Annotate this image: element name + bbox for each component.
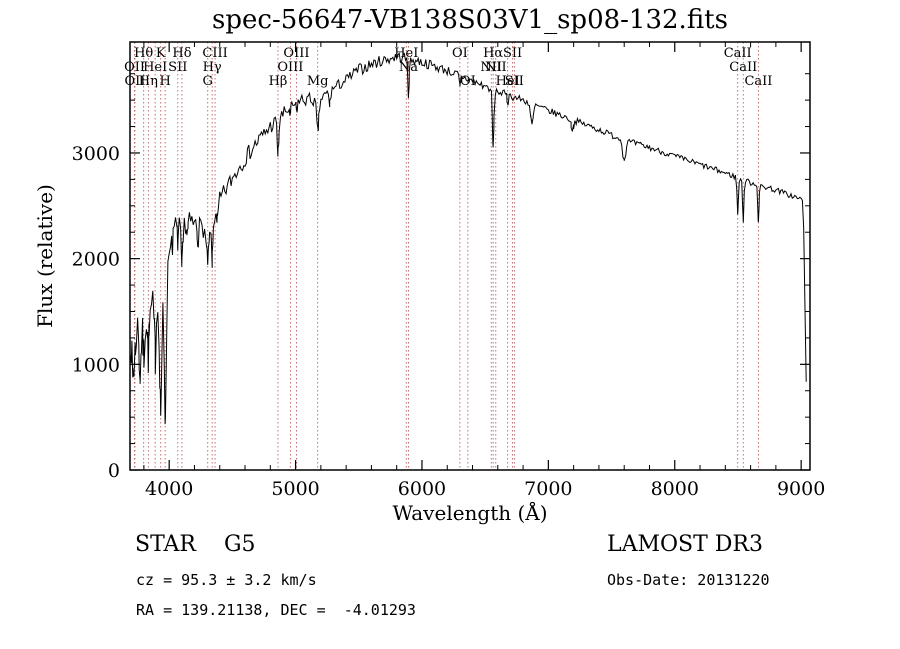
spectral-line-label: CaII <box>724 46 752 61</box>
spectral-line-labels-group: OIIOIIHθHηHeIKHSIIHδGHγCIIIHβOIIIOIIIMgH… <box>124 46 772 89</box>
spectral-line-label: Hα <box>483 46 503 61</box>
spectral-line-label: OIII <box>283 46 309 61</box>
spectral-line-label: OII <box>124 60 145 75</box>
spectral-line-label: HeI <box>394 46 418 61</box>
spectral-line-label: Hθ <box>134 46 153 61</box>
spectral-line-label: OII <box>124 74 145 89</box>
spectrum-trace <box>130 52 807 425</box>
spectral-line-label: Mg <box>307 74 329 89</box>
spectral-line-label: NII <box>480 60 502 75</box>
spectral-line-label: OI <box>460 74 476 89</box>
y-tick-label: 2000 <box>72 249 120 271</box>
x-tick-label: 6000 <box>398 478 446 500</box>
chart-title: spec-56647-VB138S03V1_sp08-132.fits <box>212 5 728 35</box>
x-tick-label: 5000 <box>271 478 319 500</box>
x-axis-title: Wavelength (Å) <box>392 500 547 525</box>
spectral-line-label: SII <box>503 46 522 61</box>
ra-dec-label: RA = 139.21138, DEC = -4.01293 <box>136 601 416 619</box>
spectral-line-label: Hδ <box>172 46 191 61</box>
spectrum-plot-svg: spec-56647-VB138S03V1_sp08-132.fits 4000… <box>33 5 825 525</box>
spectral-line-label: HeI <box>496 74 520 89</box>
spectral-line-label: SII <box>168 60 187 75</box>
spectral-line-label: OIII <box>277 60 303 75</box>
x-tick-label: 9000 <box>777 478 825 500</box>
spectral-line-label: H <box>159 74 170 89</box>
spectral-line-label: HeI <box>143 60 167 75</box>
redshift-velocity-label: cz = 95.3 ± 3.2 km/s <box>136 571 317 589</box>
y-tick-label: 3000 <box>72 143 120 165</box>
x-tick-label: 7000 <box>524 478 572 500</box>
y-tick-label: 1000 <box>72 354 120 376</box>
y-axis-title: Flux (relative) <box>33 184 57 328</box>
spectrum-trace-group <box>130 52 807 425</box>
spectral-line-label: SII <box>505 74 524 89</box>
x-tick-label: 8000 <box>651 478 699 500</box>
x-tick-label: 4000 <box>145 478 193 500</box>
obs-date-label: Obs-Date: 20131220 <box>607 571 770 589</box>
survey-release-label: LAMOST DR3 <box>607 532 763 557</box>
axes-group: 4000 5000 6000 7000 8000 9000 0 1000 2000 3000 <box>72 41 825 500</box>
spectral-line-label: CaII <box>744 74 772 89</box>
spectral-line-label: Hβ <box>269 74 288 89</box>
spectral-line-label: CaII <box>729 60 757 75</box>
plot-border <box>129 41 811 471</box>
spectral-line-label: OI <box>452 46 468 61</box>
spectral-line-markers-group <box>134 42 759 470</box>
spectral-line-label: Hγ <box>203 60 222 75</box>
y-tick-label: 0 <box>108 460 120 482</box>
spectral-line-label: NII <box>485 60 507 75</box>
spectral-line-label: K <box>156 46 166 61</box>
object-class-label: STAR G5 <box>135 532 256 557</box>
spectral-line-label: G <box>203 74 213 89</box>
spectral-line-label: CIII <box>202 46 227 61</box>
spectral-line-label: Na <box>399 60 418 75</box>
spectral-line-label: Hη <box>139 74 158 89</box>
